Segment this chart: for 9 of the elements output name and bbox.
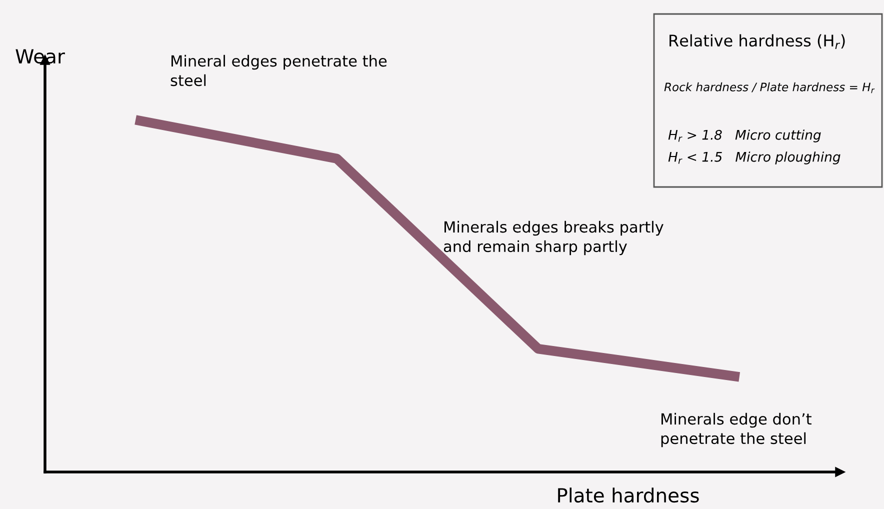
text: Relative hardness (H$_{r}$) [670,34,845,50]
annotation: H$_{r}$ > 1.8 Micro cutting [668,130,821,142]
y-axis-title: Wear [16,49,65,64]
annotation: H$_{r}$ < 1.5 Micro ploughing [668,152,840,164]
text: Mineral edges penetrate the steel [170,54,387,86]
x-axis-title: Plate hardness [558,488,699,503]
text: Rock hardness / Plate hardness = H$_{r}$ [664,82,875,94]
annotation: Minerals edge don’t penetrate the steel [661,412,812,448]
annotation: Minerals edges breaks partly and remain sharp partly [444,220,664,256]
